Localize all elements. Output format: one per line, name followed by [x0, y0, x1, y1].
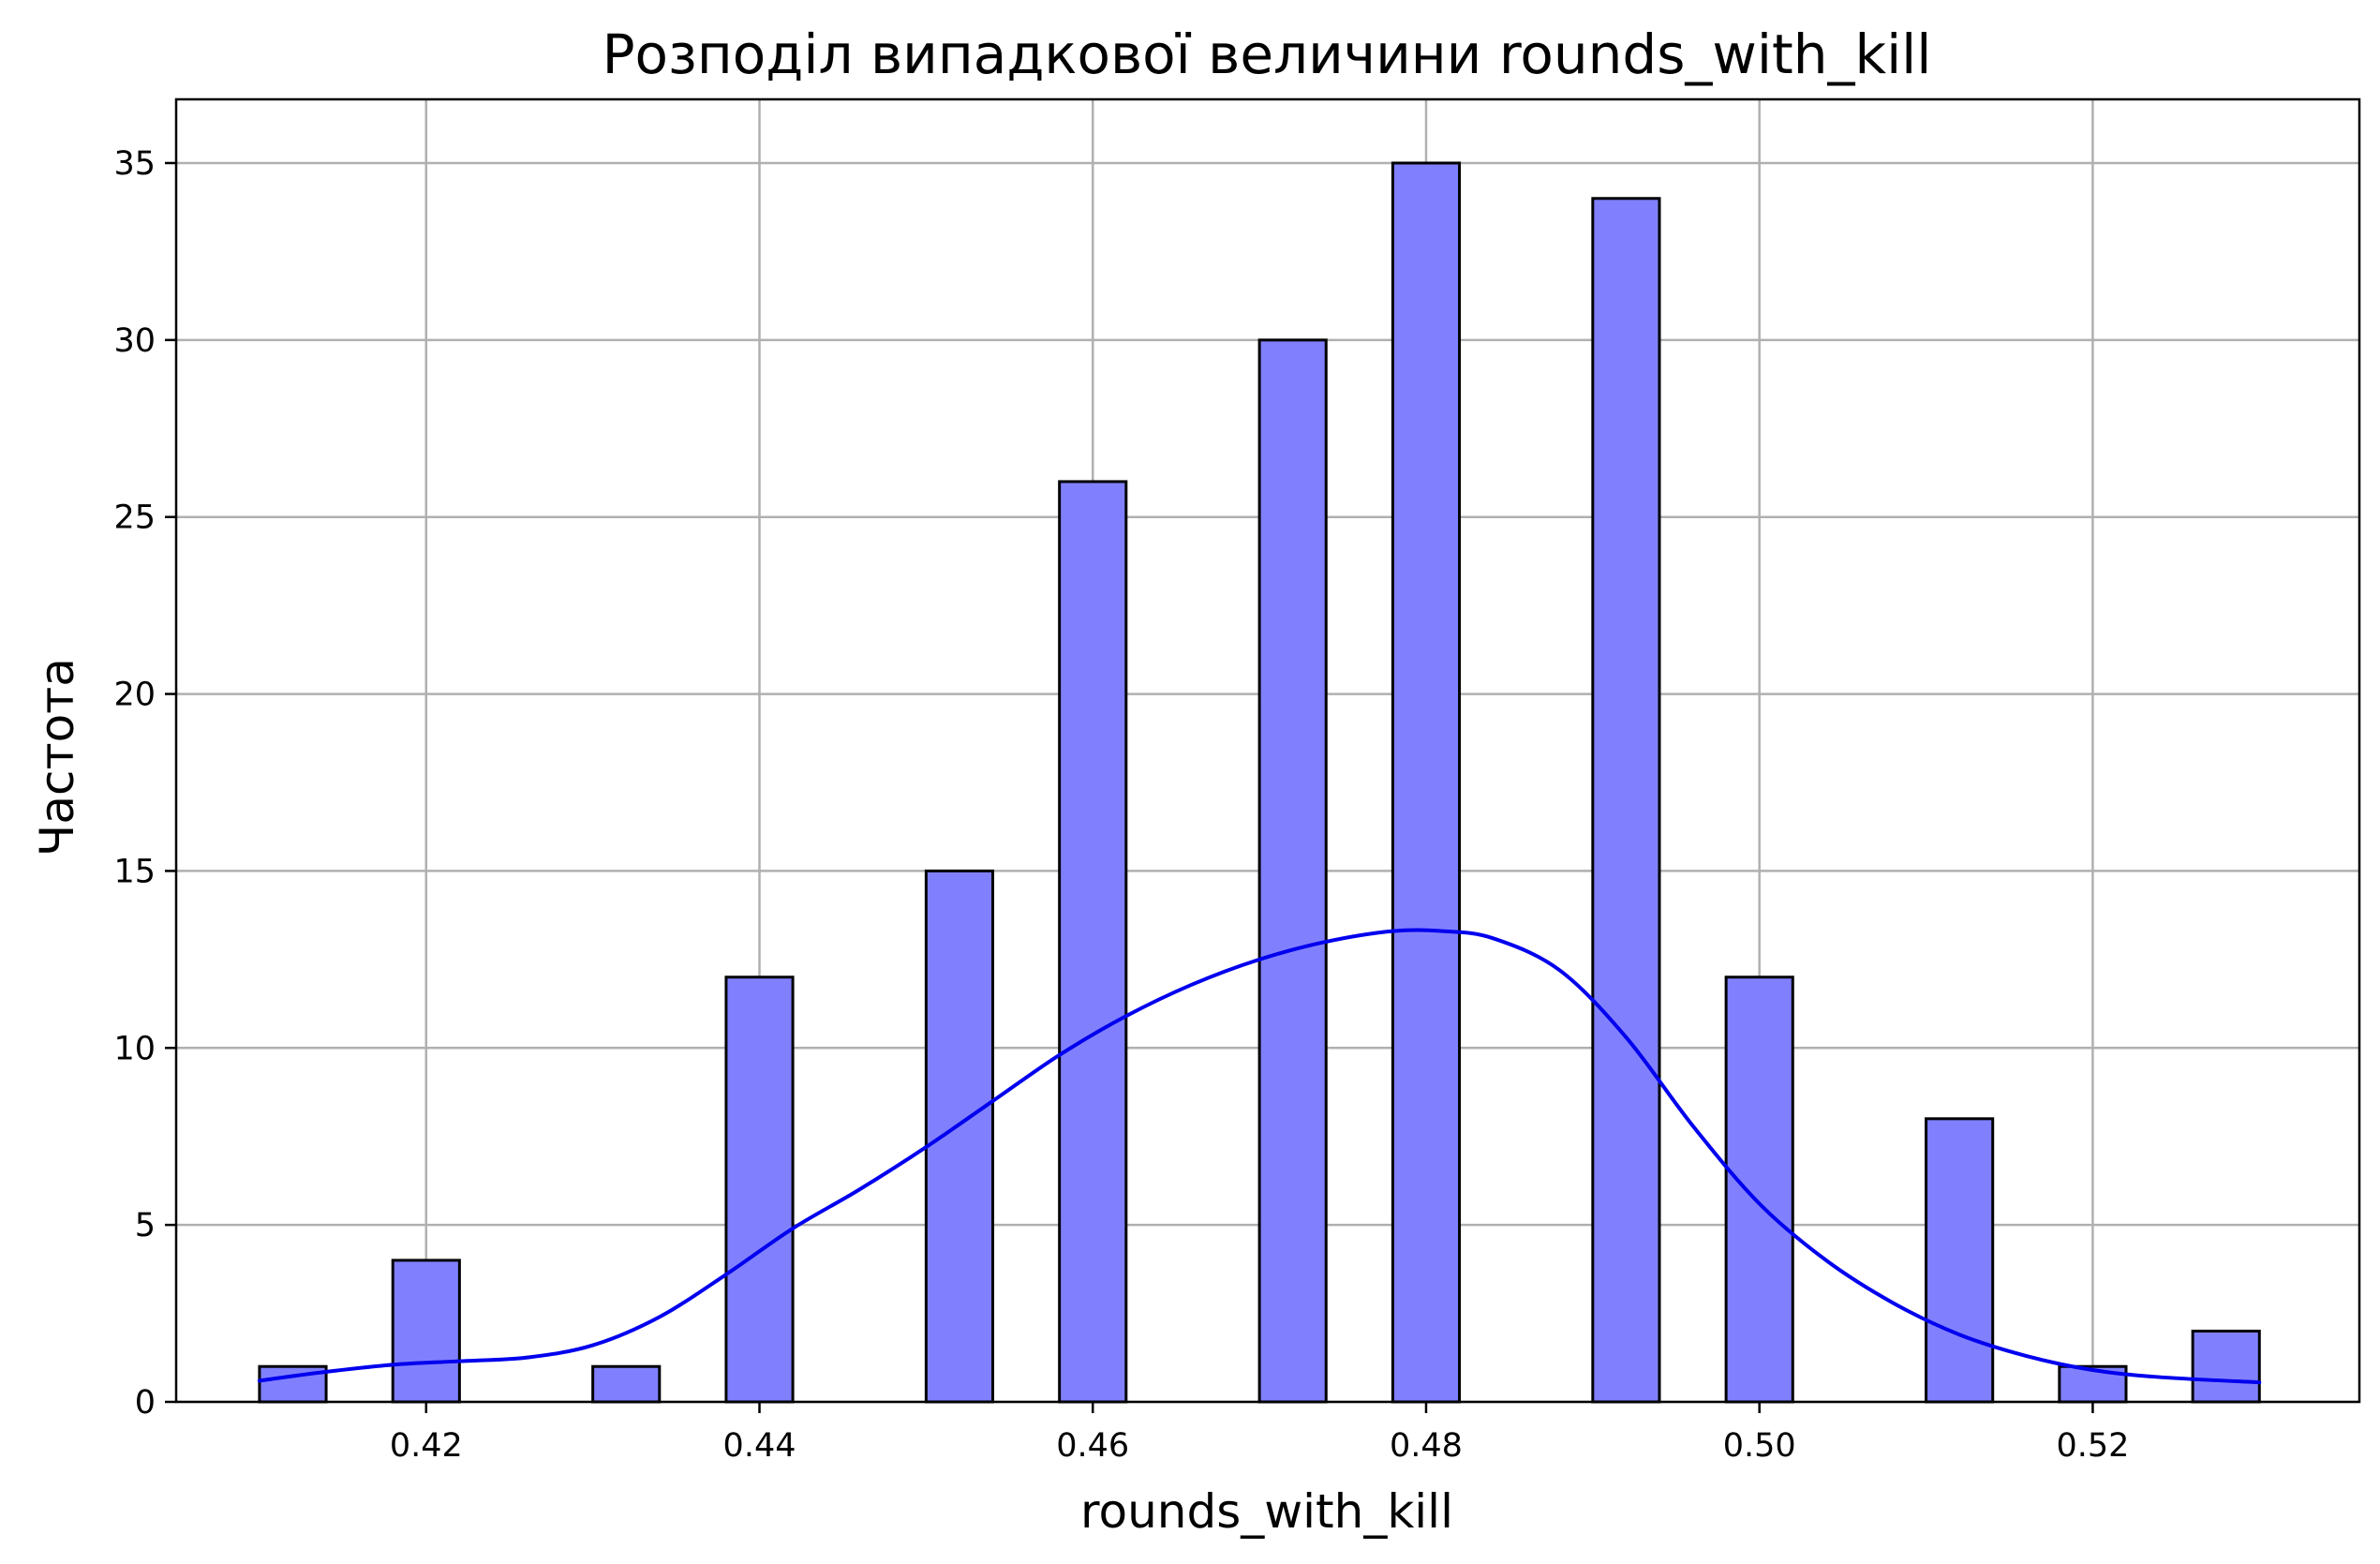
y-tick-label: 0: [135, 1384, 156, 1422]
histogram-bar: [2191, 1329, 2261, 1404]
histogram-bar: [1724, 976, 1794, 1404]
histogram-bar: [1257, 338, 1328, 1404]
histogram-bars: [258, 161, 2261, 1404]
histogram-bar: [724, 976, 795, 1404]
y-tick-label: 30: [113, 322, 156, 360]
plot-frame: [174, 97, 2361, 1404]
y-tick-label: 5: [135, 1207, 156, 1244]
x-axis-label: rounds_with_kill: [1080, 1484, 1453, 1539]
histogram-bar: [391, 1259, 461, 1404]
y-axis-label: Частота: [30, 658, 84, 856]
histogram-bar: [1591, 197, 1661, 1404]
histogram-bar: [924, 869, 995, 1404]
x-tick-label: 0.46: [1056, 1427, 1129, 1465]
x-tick-label: 0.42: [390, 1427, 463, 1465]
y-axis-ticks: 0 5 10 15 20 25 30 35: [113, 145, 176, 1422]
histogram-bar: [591, 1364, 662, 1404]
x-tick-label: 0.48: [1390, 1427, 1463, 1465]
y-tick-label: 35: [113, 145, 156, 183]
y-tick-label: 15: [113, 853, 156, 890]
histogram-bar: [1058, 480, 1128, 1404]
kde-curve: [257, 928, 2262, 1385]
y-tick-label: 20: [113, 677, 156, 714]
x-axis-ticks: 0.42 0.44 0.46 0.48 0.50 0.52: [390, 1402, 2129, 1465]
x-tick-label: 0.50: [1723, 1427, 1796, 1465]
histogram-bar: [1391, 161, 1462, 1404]
y-tick-label: 10: [113, 1030, 156, 1067]
chart-title: Розподіл випадкової величини rounds_with…: [602, 22, 1932, 86]
y-tick-label: 25: [113, 499, 156, 537]
histogram-bar: [1925, 1117, 1995, 1404]
x-tick-label: 0.52: [2056, 1427, 2129, 1465]
x-tick-label: 0.44: [723, 1427, 796, 1465]
